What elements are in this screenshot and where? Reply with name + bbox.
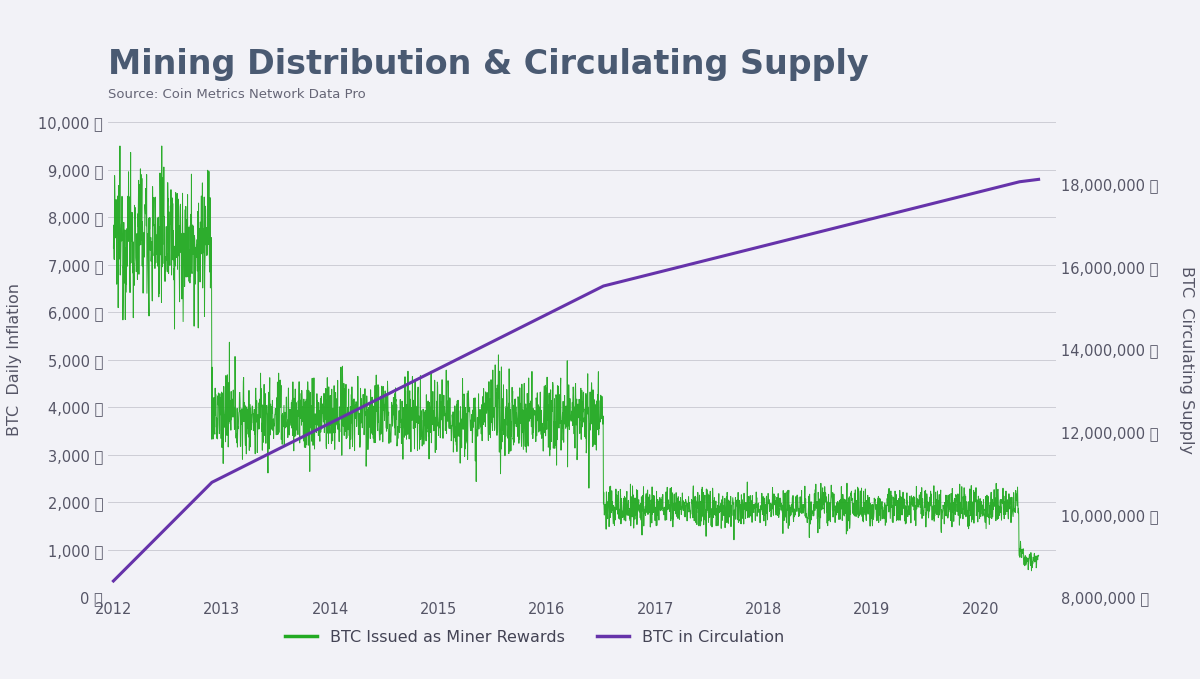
Y-axis label: BTC  Daily Inflation: BTC Daily Inflation xyxy=(7,283,22,437)
Y-axis label: BTC  Circulating Supply: BTC Circulating Supply xyxy=(1180,266,1194,454)
Legend: BTC Issued as Miner Rewards, BTC in Circulation: BTC Issued as Miner Rewards, BTC in Circ… xyxy=(278,623,791,651)
Text: Source: Coin Metrics Network Data Pro: Source: Coin Metrics Network Data Pro xyxy=(108,88,366,101)
Text: Mining Distribution & Circulating Supply: Mining Distribution & Circulating Supply xyxy=(108,48,869,81)
